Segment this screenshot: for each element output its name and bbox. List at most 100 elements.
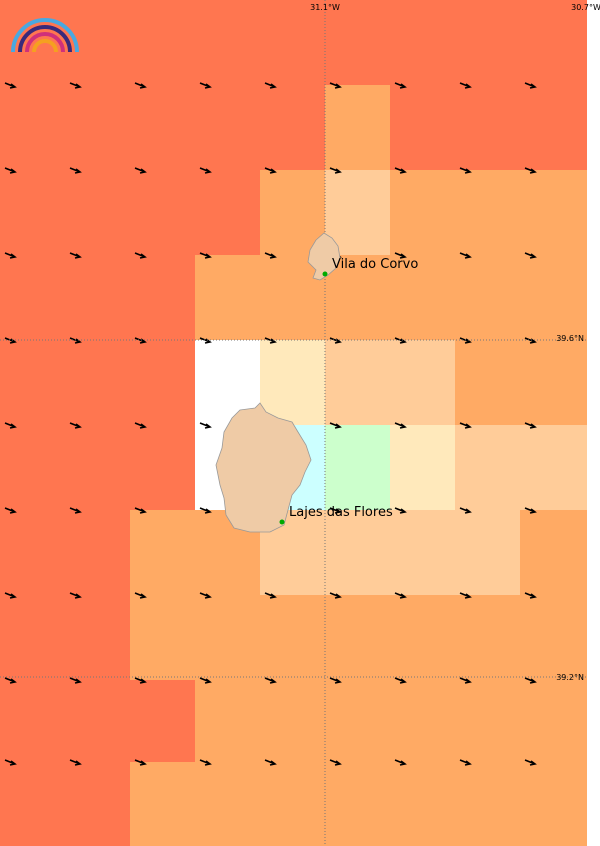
wind-arrow (394, 592, 407, 599)
wind-arrow (459, 507, 472, 514)
cell (0, 510, 65, 595)
place-label: Vila do Corvo (332, 257, 418, 272)
wind-arrow (199, 422, 212, 429)
wind-arrow (69, 759, 82, 766)
graticule (0, 0, 587, 846)
wind-arrow (264, 759, 277, 766)
wind-arrow (4, 677, 17, 684)
wind-arrow (329, 337, 342, 344)
wind-arrow (134, 507, 147, 514)
cell (130, 85, 195, 170)
wind-arrow (524, 167, 537, 174)
wind-arrow (394, 759, 407, 766)
wind-arrow (4, 507, 17, 514)
wind-arrow (329, 507, 342, 514)
wind-arrow (459, 592, 472, 599)
wind-arrow (4, 759, 17, 766)
cell (455, 595, 520, 680)
wind-arrow (524, 422, 537, 429)
lon-label: 30.7°W (571, 3, 600, 12)
island-corvo (307, 232, 341, 281)
cell (390, 255, 455, 340)
wind-arrow (199, 82, 212, 89)
cell (325, 85, 390, 170)
cell (455, 85, 520, 170)
cell (260, 595, 325, 680)
wind-arrow (264, 677, 277, 684)
cell (65, 510, 130, 595)
cell (325, 680, 390, 762)
wind-arrow (524, 759, 537, 766)
wind-arrow (134, 82, 147, 89)
wind-arrow (264, 82, 277, 89)
cell (520, 255, 587, 340)
cell (130, 255, 195, 340)
cell (65, 85, 130, 170)
wind-arrow (524, 82, 537, 89)
wind-arrow (459, 422, 472, 429)
wind-arrow (524, 592, 537, 599)
wind-arrow (264, 252, 277, 259)
lat-label: 39.6°N (556, 334, 584, 343)
cell (260, 762, 325, 846)
wind-arrow (134, 337, 147, 344)
cell (260, 680, 325, 762)
wind-arrow (4, 592, 17, 599)
cell (390, 340, 455, 425)
cell (325, 340, 390, 425)
place-label: Lajes das Flores (289, 505, 393, 520)
wind-arrow (524, 337, 537, 344)
logo (11, 18, 79, 53)
cell (455, 0, 520, 85)
wind-arrow (199, 252, 212, 259)
place-marker (322, 271, 328, 277)
island-flores (215, 402, 312, 533)
wind-arrow (199, 167, 212, 174)
wind-arrow (199, 677, 212, 684)
cell (520, 170, 587, 255)
wind-arrow (524, 677, 537, 684)
cell (520, 0, 587, 85)
cell (130, 680, 195, 762)
cell (0, 85, 65, 170)
cell (455, 680, 520, 762)
wind-arrow (394, 252, 407, 259)
grid-cells (0, 0, 587, 846)
cell (130, 595, 195, 680)
cell (455, 762, 520, 846)
cell (195, 762, 260, 846)
cell (195, 0, 260, 85)
wind-arrow (264, 592, 277, 599)
cell (520, 595, 587, 680)
wind-arrow (134, 167, 147, 174)
cell (65, 762, 130, 846)
wind-arrow (329, 82, 342, 89)
cell (390, 425, 455, 510)
cell (455, 510, 520, 595)
cell (325, 762, 390, 846)
cell (390, 170, 455, 255)
cell (325, 425, 390, 510)
cell (0, 762, 65, 846)
wind-arrow (329, 422, 342, 429)
cell (390, 595, 455, 680)
wind-arrow (134, 759, 147, 766)
wind-arrow (394, 82, 407, 89)
cell (195, 255, 260, 340)
cell (325, 595, 390, 680)
wind-arrow (329, 592, 342, 599)
wind-arrow (264, 167, 277, 174)
cell (0, 0, 65, 85)
cell (130, 340, 195, 425)
wind-arrow (69, 507, 82, 514)
cell (325, 0, 390, 85)
cell (0, 680, 65, 762)
cell (65, 340, 130, 425)
cell (130, 510, 195, 595)
cell (0, 340, 65, 425)
wind-arrow (459, 82, 472, 89)
wind-arrow (134, 592, 147, 599)
wind-arrow (134, 422, 147, 429)
